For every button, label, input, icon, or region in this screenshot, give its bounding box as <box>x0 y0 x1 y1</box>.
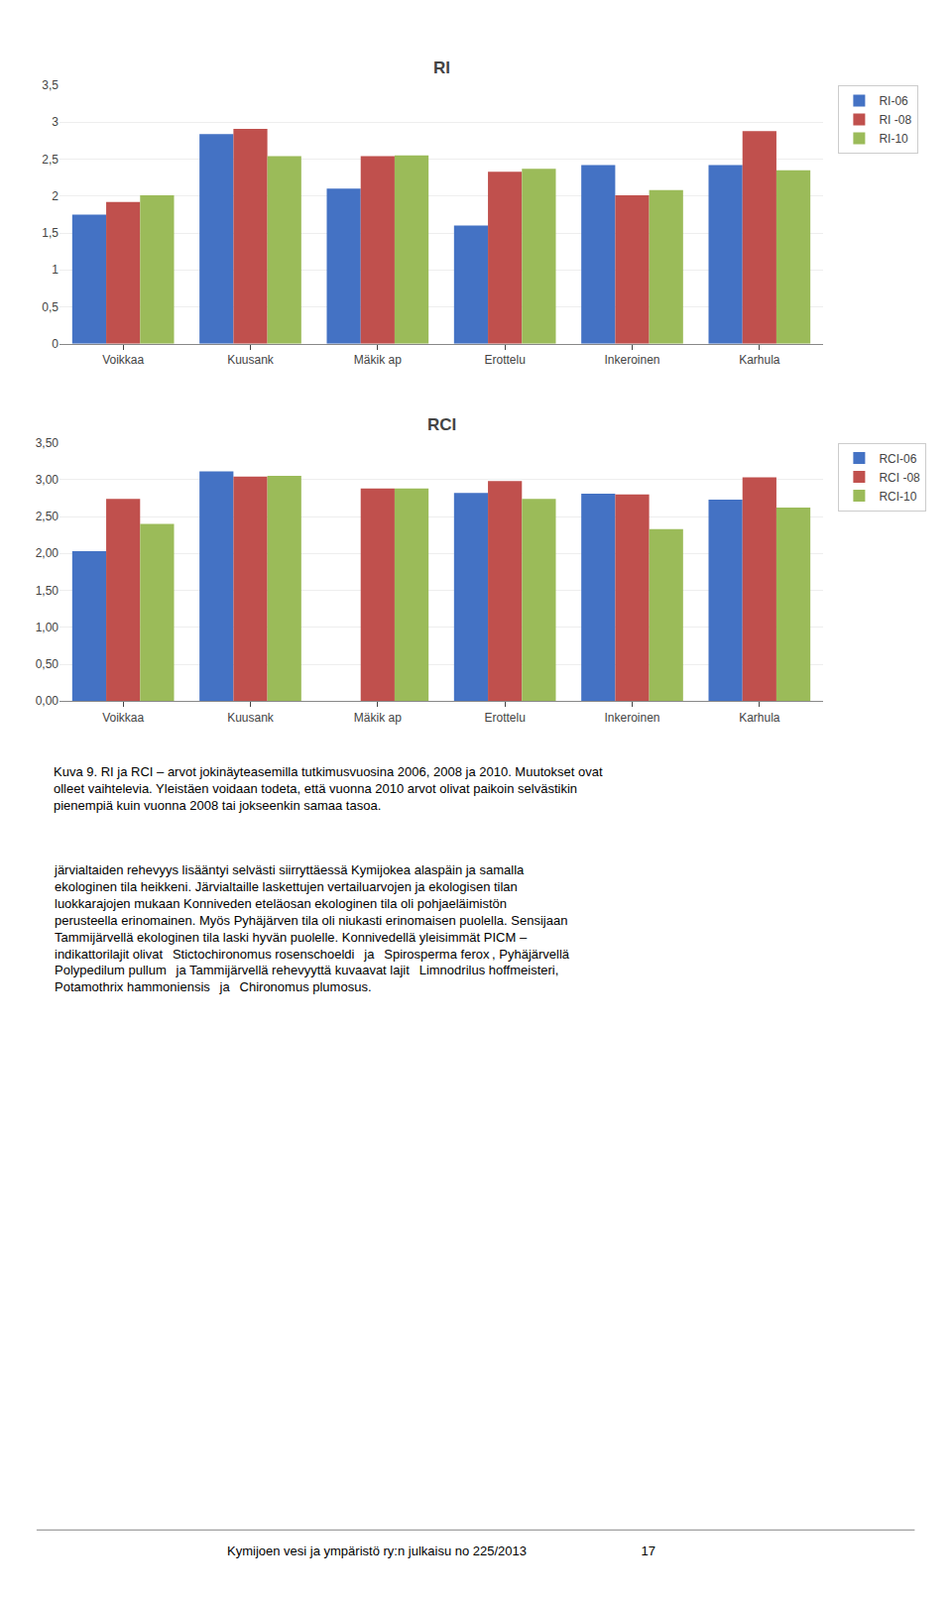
svg-text:Inkeroinen: Inkeroinen <box>603 711 660 725</box>
svg-text:järvialtaiden rehevyys lisäänt: järvialtaiden rehevyys lisääntyi selväst… <box>53 862 571 995</box>
svg-text:3: 3 <box>51 115 59 129</box>
svg-text:RI-10: RI-10 <box>878 131 909 146</box>
svg-text:Voikkaa: Voikkaa <box>102 711 144 725</box>
svg-text:0,50: 0,50 <box>35 657 60 672</box>
svg-text:RCI-06: RCI-06 <box>878 452 917 467</box>
svg-text:Erottelu: Erottelu <box>483 711 525 725</box>
svg-text:1,50: 1,50 <box>35 584 60 598</box>
svg-text:Kymijoen vesi ja ympäristö ry:: Kymijoen vesi ja ympäristö ry:n julkaisu… <box>227 1544 656 1559</box>
svg-text:1,5: 1,5 <box>41 226 59 240</box>
svg-text:RI-06: RI-06 <box>878 94 909 109</box>
svg-text:2,50: 2,50 <box>35 509 60 524</box>
svg-text:RCI-10: RCI-10 <box>878 489 917 504</box>
svg-text:2: 2 <box>51 189 59 204</box>
svg-text:Mäkik ap: Mäkik ap <box>354 353 402 367</box>
svg-text:0,5: 0,5 <box>41 300 59 315</box>
svg-text:Kuva 9. RI ja RCI – arvot joki: Kuva 9. RI ja RCI – arvot jokinäyteasemi… <box>53 764 603 814</box>
svg-text:Erottelu: Erottelu <box>483 353 525 367</box>
svg-text:RCI -08: RCI -08 <box>878 471 921 485</box>
svg-text:3,5: 3,5 <box>41 78 59 93</box>
svg-text:Kuusank: Kuusank <box>227 353 275 367</box>
svg-text:RCI: RCI <box>427 415 457 435</box>
svg-text:Mäkik ap: Mäkik ap <box>354 711 402 725</box>
svg-text:Karhula: Karhula <box>738 353 781 367</box>
svg-text:Kuusank: Kuusank <box>227 711 275 725</box>
svg-text:Inkeroinen: Inkeroinen <box>603 353 660 367</box>
svg-text:1: 1 <box>51 262 59 277</box>
svg-text:1,00: 1,00 <box>35 620 60 635</box>
svg-text:2,00: 2,00 <box>35 546 60 561</box>
svg-text:3,50: 3,50 <box>35 436 60 451</box>
svg-text:Karhula: Karhula <box>738 711 781 725</box>
svg-text:Voikkaa: Voikkaa <box>102 353 144 367</box>
svg-text:2,5: 2,5 <box>41 152 59 167</box>
svg-text:3,00: 3,00 <box>35 473 60 487</box>
svg-text:0,00: 0,00 <box>35 694 60 709</box>
svg-text:0: 0 <box>51 337 59 352</box>
svg-text:RI: RI <box>433 58 451 78</box>
svg-text:RI -08: RI -08 <box>878 113 912 127</box>
